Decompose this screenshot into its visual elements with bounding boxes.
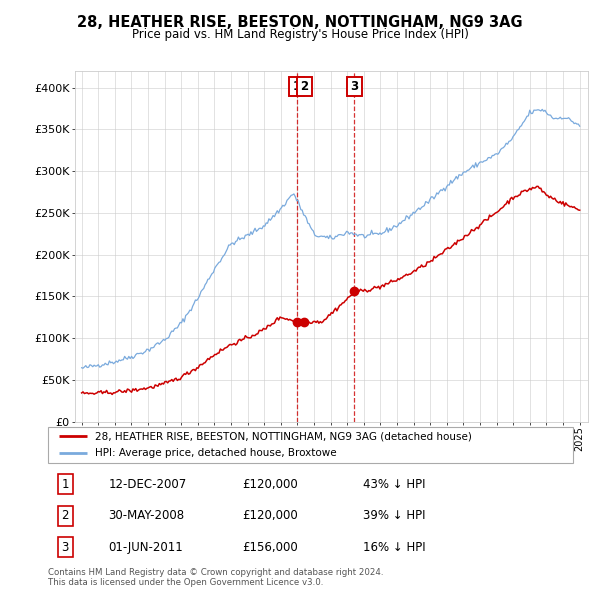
- Text: 2: 2: [62, 509, 69, 522]
- Text: 30-MAY-2008: 30-MAY-2008: [109, 509, 185, 522]
- Text: 2: 2: [301, 80, 308, 93]
- Text: HPI: Average price, detached house, Broxtowe: HPI: Average price, detached house, Brox…: [95, 448, 337, 458]
- Text: 28, HEATHER RISE, BEESTON, NOTTINGHAM, NG9 3AG (detached house): 28, HEATHER RISE, BEESTON, NOTTINGHAM, N…: [95, 431, 472, 441]
- Text: 39% ↓ HPI: 39% ↓ HPI: [363, 509, 425, 522]
- Text: Price paid vs. HM Land Registry's House Price Index (HPI): Price paid vs. HM Land Registry's House …: [131, 28, 469, 41]
- Text: Contains HM Land Registry data © Crown copyright and database right 2024.
This d: Contains HM Land Registry data © Crown c…: [48, 568, 383, 587]
- Text: 1: 1: [62, 478, 69, 491]
- Text: 12-DEC-2007: 12-DEC-2007: [109, 478, 187, 491]
- Text: 3: 3: [62, 540, 69, 553]
- Text: 43% ↓ HPI: 43% ↓ HPI: [363, 478, 425, 491]
- Text: 01-JUN-2011: 01-JUN-2011: [109, 540, 183, 553]
- Text: £120,000: £120,000: [242, 478, 298, 491]
- Text: £156,000: £156,000: [242, 540, 298, 553]
- Text: 3: 3: [350, 80, 358, 93]
- Text: 1: 1: [293, 80, 301, 93]
- Text: 16% ↓ HPI: 16% ↓ HPI: [363, 540, 425, 553]
- Text: 28, HEATHER RISE, BEESTON, NOTTINGHAM, NG9 3AG: 28, HEATHER RISE, BEESTON, NOTTINGHAM, N…: [77, 15, 523, 30]
- Text: £120,000: £120,000: [242, 509, 298, 522]
